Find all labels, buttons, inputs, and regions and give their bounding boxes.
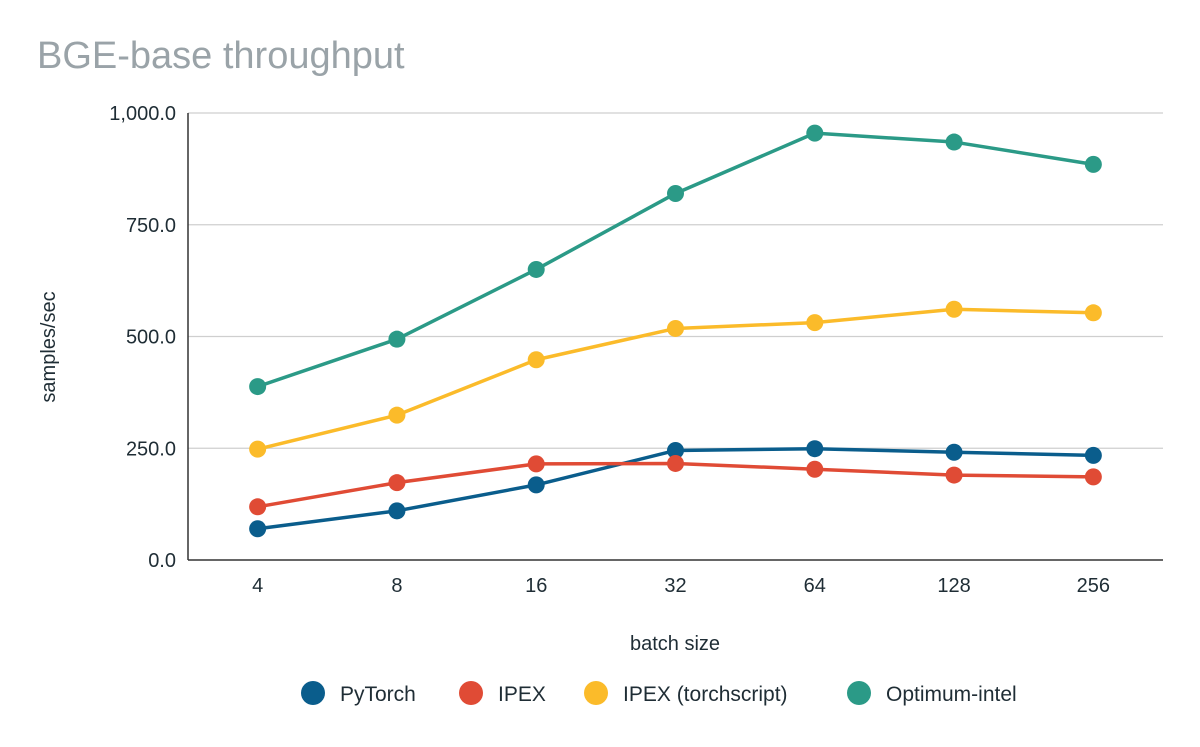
y-axis-title: samples/sec [38,291,60,402]
x-tick-label: 32 [664,575,686,597]
legend: PyTorch IPEX IPEX (torchscript) Optimum-int… [301,681,1017,706]
legend-item-optimum-intel: Optimum-intel [847,681,1017,706]
data-point [945,443,963,461]
series-line [255,131,1096,389]
legend-label: IPEX (torchscript) [623,683,788,706]
data-point [1084,446,1102,464]
data-point [388,330,406,348]
y-tick-label: 1,000.0 [109,103,176,125]
data-point [1084,468,1102,486]
data-point [1084,155,1102,173]
data-point [667,441,684,459]
data-point [527,351,545,369]
data-point [945,466,963,484]
legend-label: PyTorch [340,683,416,706]
y-tick-labels: 0.0 250.0 500.0 750.0 1,000.0 [109,103,176,572]
legend-item-ipex-torchscript: IPEX (torchscript) [584,681,788,706]
data-point [249,378,267,396]
data-point [527,476,545,494]
series-optimum-intel [249,124,1102,396]
data-point [249,498,267,516]
chart-title: BGE-base throughput [37,35,405,77]
data-point [249,520,267,538]
x-tick-label: 16 [525,575,547,597]
x-tick-label: 4 [252,575,263,597]
data-point [527,260,545,278]
data-point [945,133,963,151]
data-point [388,406,406,424]
series-ipex-torchscript [249,300,1102,458]
y-tick-label: 750.0 [126,215,176,237]
x-tick-label: 64 [804,575,826,597]
legend-marker [459,681,483,705]
legend-marker [301,681,325,705]
series-lines [249,124,1102,538]
data-point [527,455,545,473]
data-point [806,440,824,458]
data-point [667,319,684,337]
x-tick-label: 256 [1077,575,1110,597]
data-point [806,460,824,478]
legend-item-pytorch: PyTorch [301,681,416,706]
y-tick-label: 500.0 [126,327,176,349]
legend-label: Optimum-intel [886,683,1017,706]
y-tick-label: 0.0 [148,550,176,572]
data-point [806,124,824,142]
legend-marker [847,681,871,705]
gridlines [188,112,1163,449]
data-point [1084,304,1102,322]
data-point [388,474,406,492]
x-tick-labels: 4 8 16 32 64 128 256 [252,575,1110,597]
data-point [806,314,824,332]
data-point [249,440,267,458]
x-axis-title: batch size [630,633,720,655]
legend-item-ipex: IPEX [459,681,546,706]
data-point [945,300,963,318]
x-tick-label: 8 [391,575,402,597]
series-ipex [249,454,1102,516]
legend-marker [584,681,608,705]
data-point [388,502,406,520]
x-tick-label: 128 [937,575,970,597]
y-tick-label: 250.0 [126,438,176,460]
data-point [667,184,684,202]
legend-label: IPEX [498,683,546,706]
series-pytorch [249,440,1102,538]
data-point [667,454,684,472]
